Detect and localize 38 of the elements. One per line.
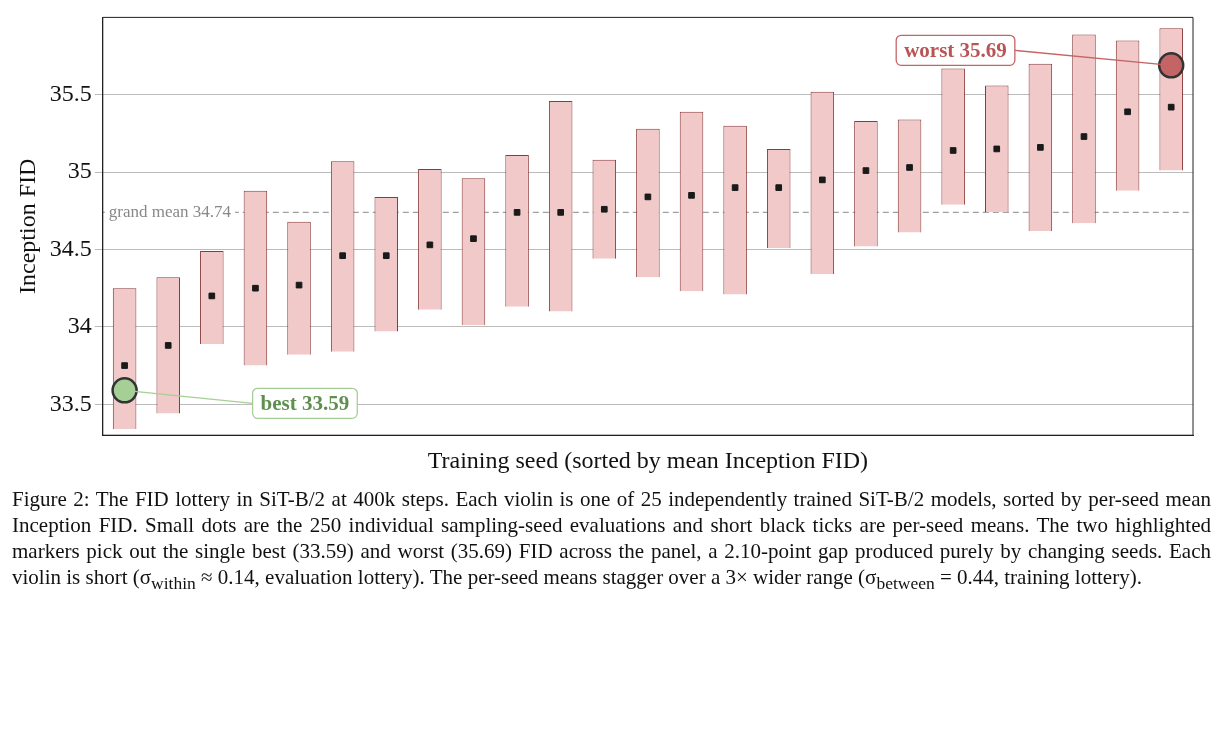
point — [600, 205, 608, 213]
annotation: worst 35.69 — [904, 37, 1007, 62]
y-tick-label: 33.5 — [49, 389, 92, 416]
point — [819, 176, 826, 184]
caption: Figure 2: The FID lottery in SiT-B/2 at 400k steps. Each violin is one of 25 independently trained SiT-B/2 models, sorted by per-seed mean Inception FID. Small dots are the 250 individual sampling-seed evaluations and short black ticks are per-seed means. The two highlighted markers pick out the single best (33.59) and worst (35.69) FID across the panel, a 2.10-point gap produced purely by changing seeds. Each violin is short (σ$_{within}$ ≈ 0.14, evaluation lottery). The per-seed means stagger over a 3× wider range (σ$_{between}$ = 0.44, training lottery). — [12, 486, 1211, 596]
point — [252, 284, 259, 292]
x-axis-title: Training seed (sorted by mean Inception FID) — [427, 446, 869, 473]
annotation: best 33.59 — [260, 390, 350, 415]
point — [470, 235, 477, 243]
point — [731, 184, 739, 191]
y-axis-title: Inception FID — [13, 158, 40, 294]
point — [1080, 133, 1088, 140]
point — [775, 184, 783, 191]
y-tick-label: 35 — [67, 157, 92, 184]
point — [1037, 144, 1044, 151]
point — [208, 292, 216, 300]
point — [993, 145, 1001, 153]
point — [688, 192, 695, 199]
y-tick-label: 34 — [67, 312, 92, 339]
point — [295, 281, 303, 289]
point — [426, 241, 434, 249]
point — [557, 209, 565, 216]
point — [862, 167, 870, 174]
point — [382, 252, 390, 260]
point — [121, 362, 128, 369]
point — [949, 147, 957, 154]
point — [111, 377, 138, 404]
y-tick-label: 35.5 — [49, 80, 92, 107]
point — [164, 342, 172, 349]
point — [1157, 52, 1185, 79]
point — [1167, 103, 1175, 111]
point — [339, 252, 346, 260]
point — [644, 193, 652, 201]
ref-line-label: grand mean 34.74 — [108, 201, 232, 221]
point — [1124, 108, 1131, 116]
point — [513, 209, 521, 216]
point — [906, 164, 913, 171]
y-tick-label: 34.5 — [49, 234, 92, 261]
